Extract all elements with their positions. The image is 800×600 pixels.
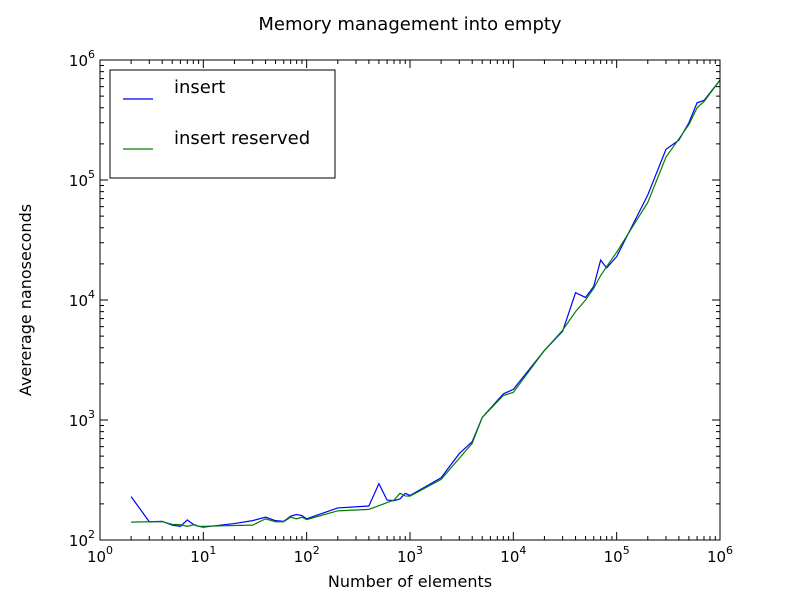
series-line-insert-reserved <box>131 79 721 527</box>
x-tick-label: 100 <box>87 544 113 566</box>
x-tick-label: 103 <box>397 544 423 566</box>
legend-box <box>109 69 336 179</box>
y-axis-label: Avererage nanoseconds <box>16 204 35 396</box>
legend: insert insert reserved <box>109 69 336 179</box>
series-layer <box>130 79 721 528</box>
plot-frame <box>99 59 721 541</box>
chart-title: Memory management into empty <box>258 14 562 35</box>
y-tick-label: 102 <box>69 528 95 550</box>
legend-label-insert: insert <box>174 77 225 98</box>
legend-label-insert-reserved: insert reserved <box>174 128 310 149</box>
y-tick-label: 103 <box>69 408 95 430</box>
x-tick-label: 101 <box>190 544 216 566</box>
x-tick-label: 102 <box>294 544 320 566</box>
x-tick-label: 105 <box>604 544 630 566</box>
y-tick-label: 106 <box>69 48 95 70</box>
x-tick-label: 104 <box>500 544 526 566</box>
x-tick-label: 106 <box>707 544 733 566</box>
x-axis-label: Number of elements <box>328 572 492 591</box>
ticks-layer: 100 101 102 103 104 105 106 102 103 104 105 106 <box>69 48 733 566</box>
y-tick-label: 104 <box>69 288 95 310</box>
y-tick-label: 105 <box>69 168 95 190</box>
